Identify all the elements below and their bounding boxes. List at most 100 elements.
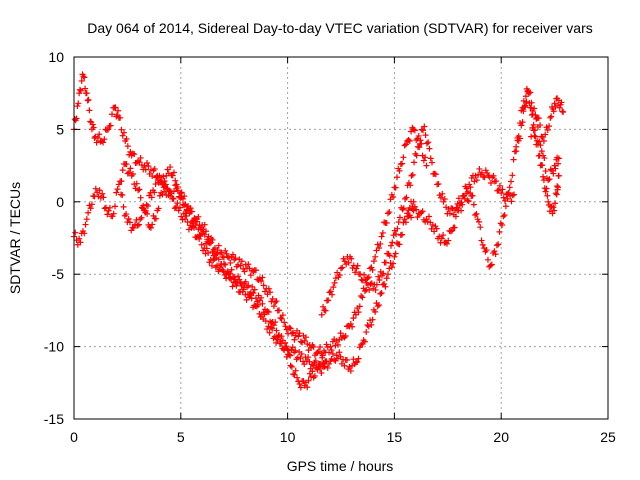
data-point [388, 264, 395, 271]
data-point [469, 192, 476, 199]
data-point [123, 211, 130, 218]
data-point [119, 132, 126, 139]
data-point [370, 258, 377, 265]
data-point [420, 157, 427, 164]
data-point [549, 167, 556, 174]
data-point [105, 126, 112, 133]
data-point [496, 182, 503, 189]
data-point [329, 291, 336, 298]
data-point [410, 126, 417, 133]
data-point [421, 123, 428, 130]
data-point [137, 194, 144, 201]
data-point [414, 214, 421, 221]
data-point [302, 334, 309, 341]
data-point [376, 302, 383, 309]
data-point [241, 284, 248, 291]
data-point [82, 85, 89, 92]
data-point [440, 232, 447, 239]
data-point [357, 271, 364, 278]
data-point [509, 172, 516, 179]
data-point [252, 267, 259, 274]
data-point [358, 341, 365, 348]
data-point [393, 174, 400, 181]
data-point [167, 188, 174, 195]
data-point [350, 315, 357, 322]
data-point [441, 196, 448, 203]
data-point [281, 319, 288, 326]
data-point [321, 363, 328, 370]
data-point [134, 222, 141, 229]
data-point [261, 311, 268, 318]
data-point [369, 266, 376, 273]
x-tick-label: 5 [177, 429, 185, 445]
data-point [551, 100, 558, 107]
data-point [127, 165, 134, 172]
data-point [540, 177, 547, 184]
data-point [369, 316, 376, 323]
data-point [523, 98, 530, 105]
data-point [539, 162, 546, 169]
data-point [245, 282, 252, 289]
data-point [136, 186, 143, 193]
data-point [232, 255, 239, 262]
data-point [361, 271, 368, 278]
data-point [534, 137, 541, 144]
data-point [337, 330, 344, 337]
data-point [546, 123, 553, 130]
data-point [297, 384, 304, 391]
x-tick-label: 25 [600, 429, 616, 445]
data-point [361, 288, 368, 295]
data-point [411, 203, 418, 210]
data-point [228, 266, 235, 273]
data-point [447, 228, 454, 235]
data-point [82, 221, 89, 228]
data-point [152, 181, 159, 188]
data-point [87, 118, 94, 125]
data-point [288, 330, 295, 337]
data-point [552, 190, 559, 197]
data-point [408, 172, 415, 179]
data-point [283, 343, 290, 350]
data-point [384, 271, 391, 278]
data-point [524, 87, 531, 94]
data-point [550, 108, 557, 115]
data-point [345, 259, 352, 266]
data-point [505, 189, 512, 196]
data-point [255, 301, 262, 308]
data-point [83, 216, 90, 223]
data-point [405, 207, 412, 214]
data-point [331, 356, 338, 363]
data-point [372, 253, 379, 260]
data-point [508, 198, 515, 205]
data-point [232, 276, 239, 283]
data-point [270, 303, 277, 310]
data-point [264, 308, 271, 315]
data-point [99, 190, 106, 197]
x-axis-label: GPS time / hours [287, 458, 394, 474]
data-point [295, 333, 302, 340]
data-point [115, 107, 122, 114]
data-point [310, 343, 317, 350]
data-point [328, 347, 335, 354]
data-point [491, 248, 498, 255]
data-point [347, 367, 354, 374]
data-point [544, 192, 551, 199]
data-point [85, 209, 92, 216]
data-point [287, 352, 294, 359]
data-point [197, 233, 204, 240]
data-point [508, 178, 515, 185]
data-point [500, 194, 507, 201]
data-point [235, 273, 242, 280]
data-point [411, 127, 418, 134]
data-point [382, 259, 389, 266]
data-point [314, 349, 321, 356]
data-point [165, 192, 172, 199]
data-point [131, 151, 138, 158]
data-point [173, 181, 180, 188]
data-point [394, 225, 401, 232]
data-point [160, 173, 167, 180]
data-point [433, 225, 440, 232]
data-point [219, 253, 226, 260]
data-point [247, 292, 254, 299]
data-point [522, 93, 529, 100]
